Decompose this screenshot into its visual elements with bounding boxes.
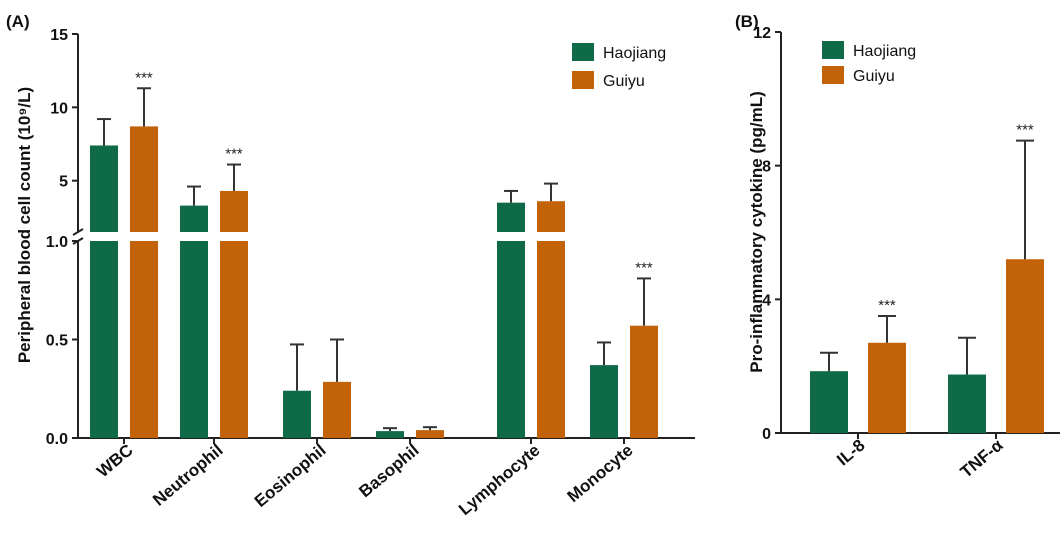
- y-tick-label: 12: [753, 25, 771, 42]
- legend-swatch-guiyu: [822, 66, 844, 84]
- bar-haojiang-tnf: [948, 374, 986, 433]
- x-tick-label: Eosinophil: [251, 441, 330, 511]
- bar-haojiang-wbc: [90, 145, 118, 232]
- panel-a-chart: (A) Peripheral blood cell count (10⁹/L) …: [6, 12, 695, 519]
- panel-b-y-axis-label: Pro-inflammatory cytokine (pg/mL): [747, 91, 766, 372]
- bar-haojiang-wbc-lower: [90, 241, 118, 438]
- x-tick-label: Lymphocyte: [455, 441, 543, 520]
- legend-label-haojiang: Haojiang: [853, 43, 916, 60]
- significance-mark: ***: [1016, 122, 1034, 139]
- y-tick-label: 0.0: [46, 431, 68, 448]
- panel-a-bars: *** *** ***: [90, 69, 658, 438]
- bar-guiyu-eosinophil: [323, 381, 351, 438]
- y-tick-label: 10: [50, 100, 68, 117]
- significance-mark: ***: [878, 297, 896, 314]
- bar-guiyu-neutrophil-lower: [220, 241, 248, 438]
- y-tick-label: 0: [762, 426, 771, 443]
- bar-guiyu-wbc-lower: [130, 241, 158, 438]
- legend-label-guiyu: Guiyu: [853, 68, 895, 85]
- bar-haojiang-monocyte: [590, 365, 618, 438]
- legend-label-guiyu: Guiyu: [603, 73, 645, 90]
- significance-mark: ***: [225, 146, 243, 163]
- bar-haojiang-eosinophil: [283, 390, 311, 438]
- bar-guiyu-lymphocyte-lower: [537, 241, 565, 438]
- x-tick-label: Neutrophil: [149, 441, 226, 510]
- bar-guiyu-tnf: [1006, 259, 1044, 433]
- x-tick-label: Monocyte: [564, 441, 637, 507]
- y-tick-label: 8: [762, 159, 771, 176]
- x-tick-label: Basophil: [355, 441, 422, 502]
- panel-a-label: (A): [6, 12, 30, 31]
- bar-guiyu-il-8: [868, 342, 906, 433]
- x-tick-label: IL-8: [833, 436, 868, 470]
- bar-haojiang-lymphocyte: [497, 202, 525, 232]
- legend-label-haojiang: Haojiang: [603, 45, 666, 62]
- y-tick-label: 0.5: [46, 333, 68, 350]
- legend-swatch-haojiang: [822, 41, 844, 59]
- significance-mark: ***: [635, 259, 653, 276]
- bar-guiyu-neutrophil: [220, 190, 248, 232]
- bar-guiyu-lymphocyte: [537, 201, 565, 232]
- bar-guiyu-monocyte: [630, 325, 658, 438]
- y-tick-label: 1.0: [46, 234, 68, 251]
- y-tick-label: 4: [762, 292, 771, 309]
- panel-a-y-axis-label: Peripheral blood cell count (10⁹/L): [15, 87, 34, 363]
- bar-haojiang-neutrophil-lower: [180, 241, 208, 438]
- bar-guiyu-basophil: [416, 430, 444, 438]
- bar-haojiang-basophil: [376, 431, 404, 438]
- legend-swatch-guiyu: [572, 71, 594, 89]
- y-tick-label: 15: [50, 27, 68, 44]
- bar-haojiang-neutrophil: [180, 205, 208, 232]
- panel-b-label: (B): [735, 12, 759, 31]
- bar-haojiang-lymphocyte-lower: [497, 241, 525, 438]
- bar-haojiang-il-8: [810, 371, 848, 433]
- panel-b-bars: *** ***: [810, 122, 1044, 433]
- axis-break-mark: [72, 228, 84, 236]
- y-tick-label: 5: [59, 174, 68, 191]
- panel-b-chart: (B) Pro-inflammatory cytokine (pg/mL) 0 4…: [735, 12, 1060, 482]
- panel-a-legend: Haojiang Guiyu: [572, 43, 666, 90]
- bar-guiyu-wbc: [130, 126, 158, 232]
- x-tick-label: TNF-α: [957, 435, 1007, 482]
- significance-mark: ***: [135, 69, 153, 86]
- panel-b-legend: Haojiang Guiyu: [822, 41, 916, 85]
- legend-swatch-haojiang: [572, 43, 594, 61]
- x-tick-label: WBC: [93, 441, 136, 482]
